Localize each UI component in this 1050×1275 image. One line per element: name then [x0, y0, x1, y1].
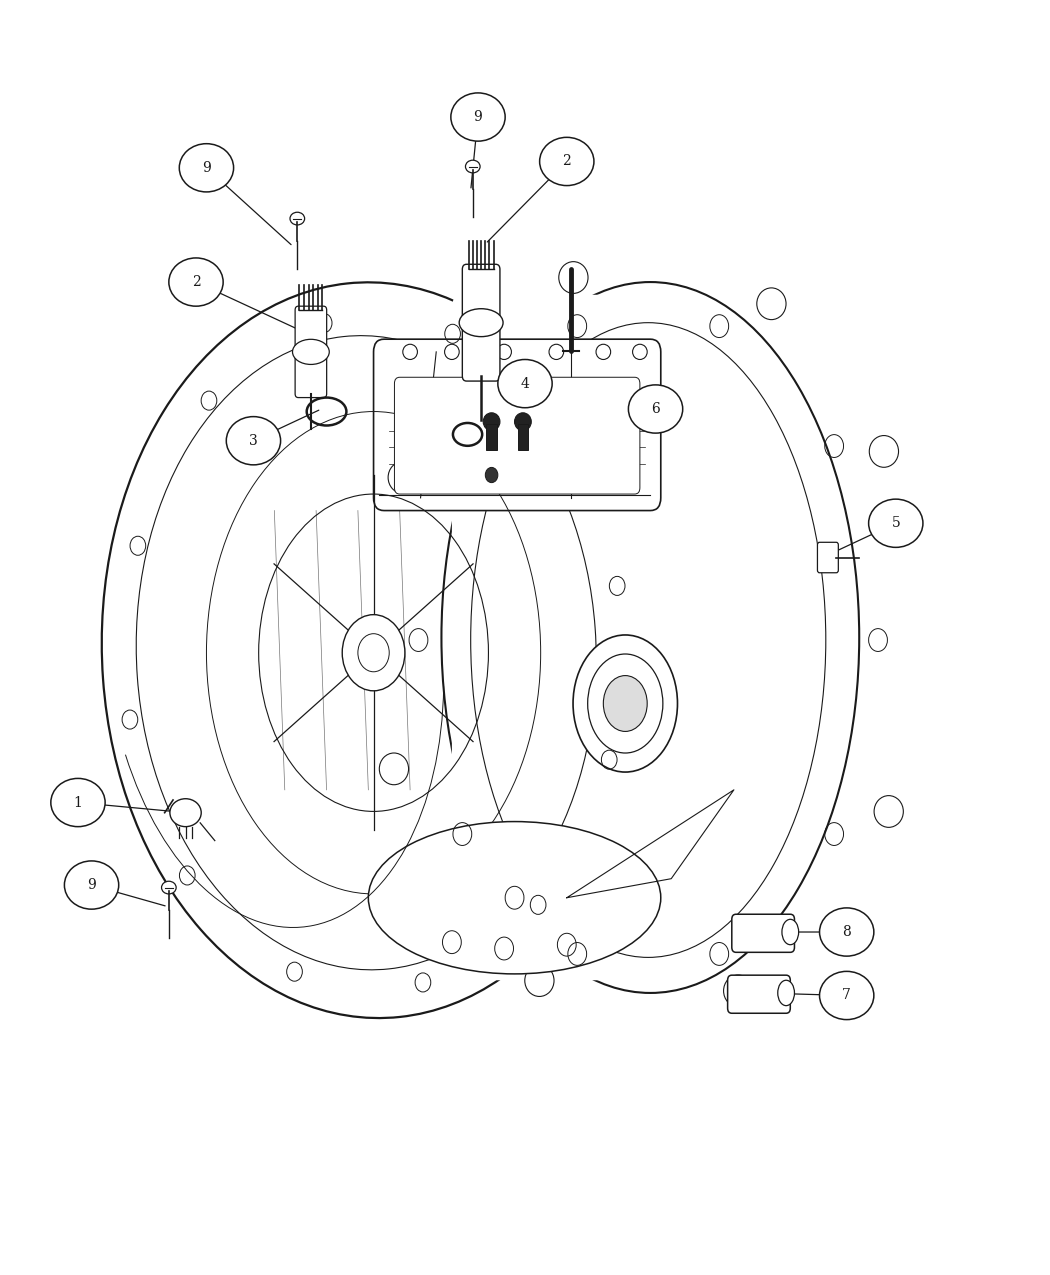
Ellipse shape: [450, 93, 505, 142]
Ellipse shape: [757, 288, 786, 320]
Ellipse shape: [441, 282, 859, 993]
Ellipse shape: [170, 798, 202, 826]
Ellipse shape: [498, 360, 552, 408]
Ellipse shape: [874, 796, 903, 827]
Ellipse shape: [290, 212, 304, 224]
Text: 2: 2: [191, 275, 201, 289]
Ellipse shape: [465, 161, 480, 173]
FancyBboxPatch shape: [374, 339, 660, 510]
Text: 9: 9: [474, 110, 482, 124]
Ellipse shape: [64, 861, 119, 909]
Text: 3: 3: [249, 434, 258, 448]
FancyBboxPatch shape: [452, 295, 702, 980]
Ellipse shape: [342, 615, 405, 691]
FancyBboxPatch shape: [395, 377, 639, 493]
Ellipse shape: [588, 654, 663, 754]
Text: 9: 9: [202, 161, 211, 175]
Text: 9: 9: [87, 878, 96, 892]
Ellipse shape: [162, 881, 176, 894]
Ellipse shape: [169, 258, 224, 306]
Ellipse shape: [50, 779, 105, 826]
Ellipse shape: [868, 499, 923, 547]
Ellipse shape: [227, 417, 280, 465]
Text: 7: 7: [842, 988, 852, 1002]
Ellipse shape: [388, 462, 417, 493]
Ellipse shape: [723, 975, 753, 1007]
Ellipse shape: [459, 309, 503, 337]
FancyBboxPatch shape: [818, 542, 838, 572]
Ellipse shape: [485, 468, 498, 483]
FancyBboxPatch shape: [518, 425, 528, 450]
Text: 5: 5: [891, 516, 900, 530]
Text: 8: 8: [842, 924, 852, 938]
Ellipse shape: [820, 908, 874, 956]
Ellipse shape: [604, 676, 647, 732]
FancyBboxPatch shape: [728, 975, 791, 1014]
Ellipse shape: [379, 754, 408, 784]
Ellipse shape: [782, 919, 799, 945]
Ellipse shape: [483, 413, 500, 431]
Ellipse shape: [820, 972, 874, 1020]
Ellipse shape: [628, 385, 682, 434]
Ellipse shape: [573, 635, 677, 773]
Text: 1: 1: [74, 796, 82, 810]
Ellipse shape: [358, 634, 390, 672]
FancyBboxPatch shape: [462, 264, 500, 381]
FancyBboxPatch shape: [732, 914, 795, 952]
Ellipse shape: [180, 144, 233, 193]
Ellipse shape: [525, 965, 554, 997]
Text: 4: 4: [521, 376, 529, 390]
Ellipse shape: [540, 138, 594, 186]
Ellipse shape: [559, 261, 588, 293]
Ellipse shape: [293, 339, 330, 365]
Text: 2: 2: [563, 154, 571, 168]
Ellipse shape: [102, 282, 646, 1017]
Ellipse shape: [514, 413, 531, 431]
Ellipse shape: [869, 436, 899, 468]
Text: 6: 6: [651, 402, 660, 416]
Ellipse shape: [778, 980, 795, 1006]
FancyBboxPatch shape: [295, 306, 327, 398]
Ellipse shape: [369, 821, 660, 974]
FancyBboxPatch shape: [486, 425, 497, 450]
